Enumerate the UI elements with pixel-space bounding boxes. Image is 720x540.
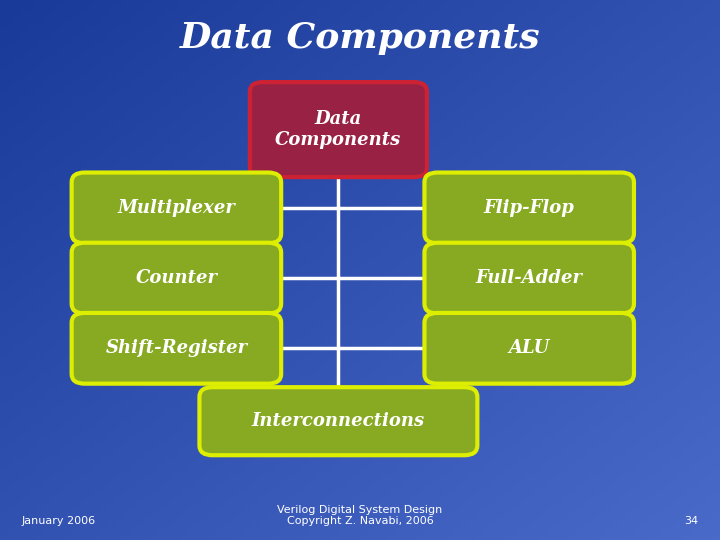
Text: ALU: ALU (508, 339, 550, 357)
FancyBboxPatch shape (424, 313, 634, 383)
FancyBboxPatch shape (424, 173, 634, 243)
Text: Full-Adder: Full-Adder (476, 269, 582, 287)
FancyBboxPatch shape (72, 173, 281, 243)
FancyBboxPatch shape (72, 243, 281, 313)
Text: Shift-Register: Shift-Register (105, 339, 248, 357)
FancyBboxPatch shape (424, 243, 634, 313)
Text: Multiplexer: Multiplexer (117, 199, 235, 217)
Text: Verilog Digital System Design
Copyright Z. Navabi, 2006: Verilog Digital System Design Copyright … (277, 505, 443, 526)
Text: Flip-Flop: Flip-Flop (484, 199, 575, 217)
Text: Interconnections: Interconnections (252, 412, 425, 430)
FancyBboxPatch shape (72, 313, 281, 383)
FancyBboxPatch shape (250, 82, 427, 177)
Text: 34: 34 (684, 516, 698, 526)
Text: Data
Components: Data Components (275, 110, 402, 149)
Text: January 2006: January 2006 (22, 516, 96, 526)
Text: Counter: Counter (135, 269, 217, 287)
FancyBboxPatch shape (199, 387, 477, 455)
Text: Data Components: Data Components (180, 21, 540, 55)
